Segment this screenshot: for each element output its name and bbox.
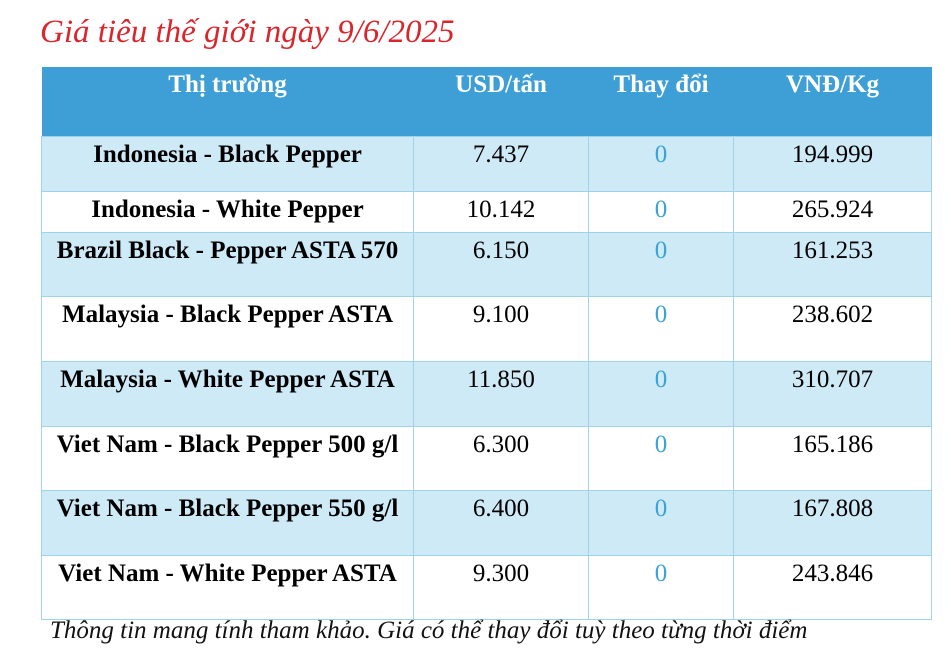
usd-cell: 11.850: [413, 361, 589, 427]
market-cell: Malaysia - Black Pepper ASTA: [41, 296, 414, 362]
market-cell: Indonesia - White Pepper: [41, 191, 414, 233]
change-cell: 0: [588, 136, 734, 192]
table-row: Indonesia - White Pepper 10.142 0 265.924: [41, 191, 932, 233]
change-cell: 0: [588, 296, 734, 362]
disclaimer-note: Thông tin mang tính tham khảo. Giá có th…: [50, 617, 808, 644]
vnd-cell: 165.186: [733, 426, 932, 491]
change-cell: 0: [588, 361, 734, 427]
usd-cell: 6.400: [413, 490, 589, 556]
change-cell: 0: [588, 490, 734, 556]
vnd-cell: 243.846: [733, 555, 932, 620]
vnd-cell: 167.808: [733, 490, 932, 556]
table-row: Viet Nam - White Pepper ASTA 9.300 0 243.84…: [41, 555, 932, 620]
change-cell: 0: [588, 191, 734, 233]
header-market: Thị trường: [41, 67, 414, 137]
vnd-cell: 194.999: [733, 136, 932, 192]
market-cell: Viet Nam - Black Pepper 550 g/l: [41, 490, 414, 556]
market-cell: Viet Nam - Black Pepper 500 g/l: [41, 426, 414, 491]
market-cell: Indonesia - Black Pepper: [41, 136, 414, 192]
vnd-cell: 161.253: [733, 232, 932, 297]
change-cell: 0: [588, 555, 734, 620]
table-header: Thị trường USD/tấn Thay đổi VNĐ/Kg: [41, 67, 932, 137]
header-vnd: VNĐ/Kg: [733, 67, 932, 137]
table-row: Malaysia - Black Pepper ASTA 9.100 0 238.60…: [41, 296, 932, 362]
table-row: Viet Nam - Black Pepper 500 g/l 6.300 0 165…: [41, 426, 932, 491]
table-row: Indonesia - Black Pepper 7.437 0 194.999: [41, 136, 932, 192]
usd-cell: 9.300: [413, 555, 589, 620]
header-change: Thay đổi: [588, 67, 734, 137]
vnd-cell: 238.602: [733, 296, 932, 362]
vnd-cell: 310.707: [733, 361, 932, 427]
market-cell: Viet Nam - White Pepper ASTA: [41, 555, 414, 620]
change-cell: 0: [588, 232, 734, 297]
usd-cell: 6.300: [413, 426, 589, 491]
table-row: Brazil Black - Pepper ASTA 570 6.150 0 161.…: [41, 232, 932, 297]
market-cell: Malaysia - White Pepper ASTA: [41, 361, 414, 427]
usd-cell: 9.100: [413, 296, 589, 362]
vnd-cell: 265.924: [733, 191, 932, 233]
table-row: Malaysia - White Pepper ASTA 11.850 0 310.7…: [41, 361, 932, 427]
pepper-price-table: Thị trường USD/tấn Thay đổi VNĐ/Kg Indon…: [41, 67, 932, 620]
change-cell: 0: [588, 426, 734, 491]
market-cell: Brazil Black - Pepper ASTA 570: [41, 232, 414, 297]
usd-cell: 7.437: [413, 136, 589, 192]
header-usd: USD/tấn: [413, 67, 589, 137]
page-title: Giá tiêu thế giới ngày 9/6/2025: [40, 14, 455, 50]
usd-cell: 10.142: [413, 191, 589, 233]
usd-cell: 6.150: [413, 232, 589, 297]
table-row: Viet Nam - Black Pepper 550 g/l 6.400 0 167…: [41, 490, 932, 556]
